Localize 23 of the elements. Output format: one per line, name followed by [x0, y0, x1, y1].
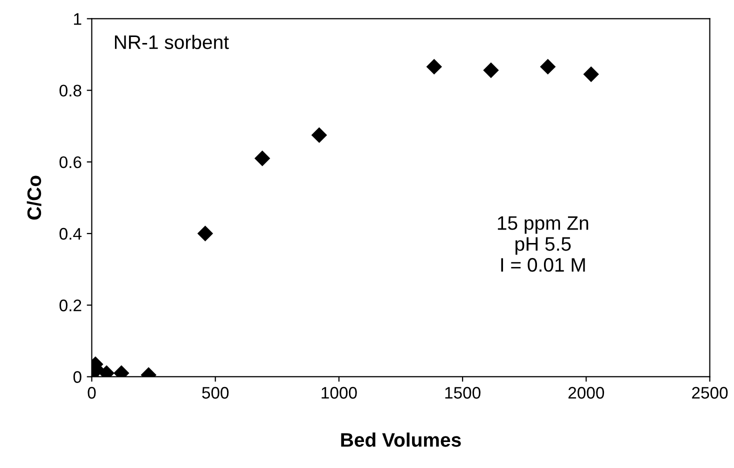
- y-tick-label: 1: [74, 13, 82, 25]
- x-tick-label: 500: [202, 386, 229, 399]
- x-tick-label: 2000: [568, 386, 604, 399]
- point: [483, 62, 499, 78]
- point: [540, 59, 556, 74]
- y-tick-label: 0.8: [60, 84, 82, 97]
- y-tick-label: 0: [73, 371, 82, 383]
- annotation: 15 ppm Zn pH 5.5 I = 0.01 M: [498, 216, 588, 272]
- point: [198, 226, 213, 242]
- x-axis-title: Bed Volumes: [341, 432, 461, 447]
- y-tick-label: 0.2: [60, 300, 82, 312]
- point: [254, 150, 270, 166]
- point: [584, 66, 599, 82]
- x-tick-label: 1500: [445, 386, 480, 399]
- point: [312, 128, 327, 143]
- x-tick-label: 2500: [692, 386, 728, 399]
- annotation: NR-1 sorbent: [114, 34, 229, 50]
- y-axis-title: C/Co: [26, 176, 42, 220]
- x-tick-label: 1000: [322, 386, 357, 399]
- y-tick-label: 0.4: [60, 228, 82, 240]
- point: [426, 59, 442, 74]
- y-tick-label: 0.6: [60, 156, 82, 168]
- x-tick-label: 0: [88, 386, 96, 399]
